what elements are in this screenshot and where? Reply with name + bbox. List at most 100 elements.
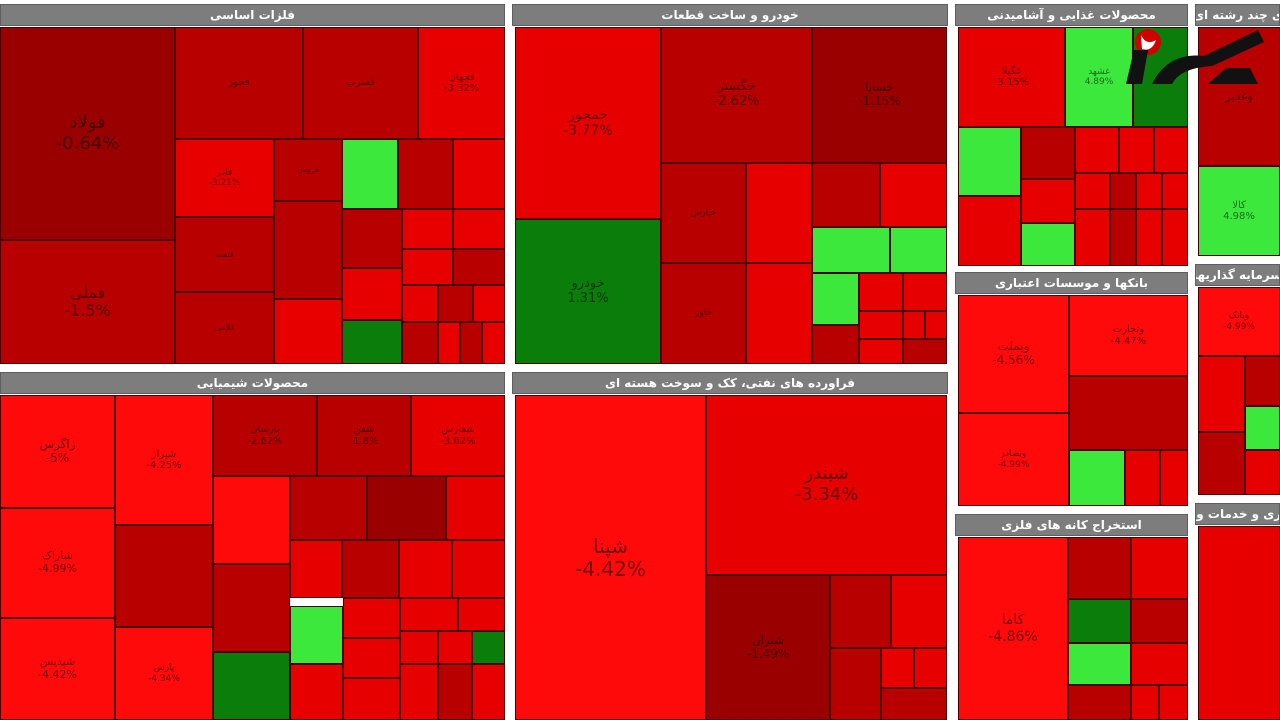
treemap-tile[interactable] <box>1068 599 1131 643</box>
treemap-tile[interactable] <box>1160 450 1188 506</box>
treemap-tile[interactable] <box>1245 356 1280 406</box>
treemap-tile[interactable]: فسرب <box>303 27 418 139</box>
treemap-tile[interactable]: شیراز -4.25% <box>115 395 213 525</box>
treemap-tile[interactable] <box>1068 537 1131 599</box>
treemap-tile[interactable]: غشهد 4.89% <box>1065 27 1133 127</box>
treemap-tile[interactable] <box>1021 179 1075 223</box>
treemap-tile[interactable] <box>1198 526 1280 720</box>
treemap-tile[interactable] <box>1162 209 1188 266</box>
treemap-tile[interactable]: خساپا -1.15% <box>812 27 947 163</box>
treemap-tile[interactable]: فنفت <box>175 217 274 292</box>
treemap-tile[interactable] <box>342 209 402 268</box>
treemap-tile[interactable]: فولاد -0.64% <box>0 27 175 240</box>
treemap-tile[interactable] <box>1021 127 1075 179</box>
treemap-tile[interactable] <box>1075 209 1110 266</box>
treemap-tile[interactable] <box>1159 685 1188 720</box>
treemap-tile[interactable] <box>400 631 438 664</box>
treemap-tile[interactable] <box>812 227 890 273</box>
treemap-tile[interactable] <box>890 227 947 273</box>
treemap-tile[interactable] <box>290 540 342 598</box>
treemap-tile[interactable] <box>1131 643 1188 685</box>
treemap-tile[interactable]: فلامی <box>175 292 274 364</box>
treemap-tile[interactable]: فاذر -3.21% <box>175 139 274 217</box>
treemap-tile[interactable] <box>290 664 343 720</box>
treemap-tile[interactable]: کالا 4.98% <box>1198 166 1280 256</box>
treemap-tile[interactable] <box>881 648 914 688</box>
treemap-tile[interactable] <box>458 598 505 631</box>
treemap-tile[interactable] <box>812 325 859 364</box>
treemap-tile[interactable] <box>400 598 458 631</box>
treemap-tile[interactable] <box>881 688 947 720</box>
treemap-tile[interactable]: کاما -4.86% <box>958 537 1068 720</box>
treemap-tile[interactable] <box>482 322 505 364</box>
treemap-tile[interactable] <box>274 201 342 299</box>
treemap-tile[interactable] <box>472 631 505 664</box>
treemap-tile[interactable] <box>1136 209 1162 266</box>
treemap-tile[interactable] <box>446 476 505 540</box>
treemap-tile[interactable] <box>438 322 460 364</box>
treemap-tile[interactable] <box>274 299 342 364</box>
treemap-tile[interactable] <box>891 575 947 648</box>
treemap-tile[interactable] <box>402 285 438 322</box>
treemap-tile[interactable] <box>859 339 903 364</box>
treemap-tile[interactable]: زاگرس -5% <box>0 395 115 508</box>
treemap-tile[interactable] <box>343 678 400 720</box>
treemap-tile[interactable] <box>914 648 947 688</box>
treemap-tile[interactable] <box>859 311 903 339</box>
treemap-tile[interactable]: فملی -1.5% <box>0 240 175 364</box>
treemap-tile[interactable] <box>367 476 446 540</box>
treemap-tile[interactable] <box>746 163 812 263</box>
treemap-tile[interactable] <box>1245 450 1280 495</box>
treemap-tile[interactable] <box>453 139 505 209</box>
treemap-tile[interactable] <box>399 540 452 598</box>
treemap-tile[interactable] <box>903 311 925 339</box>
treemap-tile[interactable] <box>1075 173 1110 209</box>
treemap-tile[interactable] <box>342 320 402 364</box>
treemap-tile[interactable] <box>859 273 903 311</box>
treemap-tile[interactable] <box>402 322 438 364</box>
treemap-tile[interactable] <box>880 163 947 227</box>
treemap-tile[interactable] <box>343 638 400 678</box>
treemap-tile[interactable]: وتجارت -4.47% <box>1069 295 1188 376</box>
treemap-tile[interactable] <box>1075 127 1119 173</box>
treemap-tile[interactable] <box>398 139 453 209</box>
treemap-tile[interactable] <box>438 664 472 720</box>
treemap-tile[interactable] <box>438 285 473 322</box>
treemap-tile[interactable] <box>1131 537 1188 599</box>
treemap-tile[interactable]: خپارس <box>661 163 746 263</box>
treemap-tile[interactable]: وبصادر -4.99% <box>958 413 1069 506</box>
treemap-tile[interactable] <box>342 540 399 598</box>
treemap-tile[interactable] <box>473 285 505 322</box>
treemap-tile[interactable] <box>402 209 453 249</box>
treemap-tile[interactable] <box>1154 127 1188 173</box>
treemap-tile[interactable] <box>1068 685 1131 720</box>
treemap-tile[interactable] <box>812 273 859 325</box>
treemap-tile[interactable]: شفارس -3.62% <box>411 395 505 476</box>
treemap-tile[interactable] <box>342 268 402 320</box>
treemap-tile[interactable] <box>1136 173 1162 209</box>
treemap-tile[interactable] <box>1131 685 1159 720</box>
treemap-tile[interactable] <box>925 311 947 339</box>
treemap-tile[interactable] <box>830 648 881 720</box>
treemap-tile[interactable] <box>1068 643 1131 685</box>
treemap-tile[interactable] <box>472 664 505 720</box>
treemap-tile[interactable]: وبانک -4.99% <box>1198 287 1280 356</box>
treemap-tile[interactable] <box>438 631 472 664</box>
treemap-tile[interactable]: فخوز <box>175 27 303 139</box>
treemap-tile[interactable] <box>342 139 398 209</box>
treemap-tile[interactable] <box>1069 376 1188 450</box>
treemap-tile[interactable] <box>746 263 812 364</box>
treemap-tile[interactable] <box>1131 599 1188 643</box>
treemap-tile[interactable]: شپنا -4.42% <box>515 395 706 720</box>
treemap-tile[interactable]: شتران -1.49% <box>706 575 830 720</box>
treemap-tile[interactable] <box>213 564 290 652</box>
treemap-tile[interactable] <box>1198 432 1245 495</box>
treemap-tile[interactable] <box>115 525 213 627</box>
treemap-tile[interactable] <box>1162 173 1188 209</box>
treemap-tile[interactable] <box>1021 223 1075 266</box>
treemap-tile[interactable]: شپدیس -4.42% <box>0 618 115 720</box>
treemap-tile[interactable] <box>460 322 482 364</box>
treemap-tile[interactable] <box>958 196 1021 266</box>
treemap-tile[interactable]: خمحور -3.77% <box>515 27 661 219</box>
treemap-tile[interactable]: وبملت -4.56% <box>958 295 1069 413</box>
